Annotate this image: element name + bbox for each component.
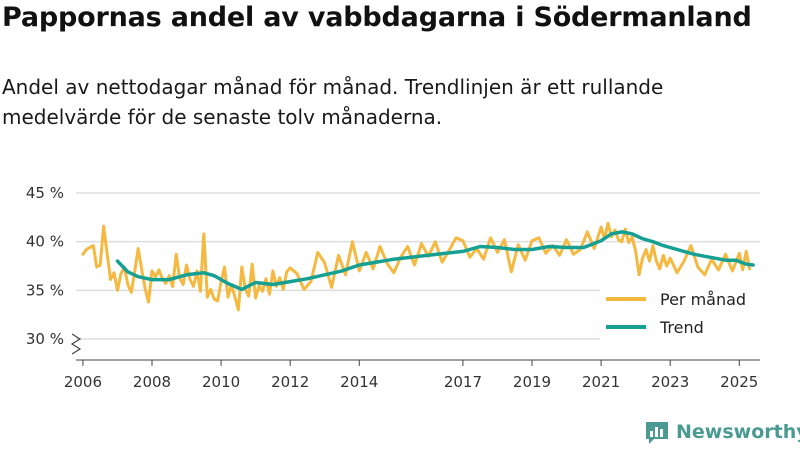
x-tick-label: 2025	[720, 373, 758, 391]
y-tick-label: 35 %	[26, 281, 64, 299]
x-tick-label: 2008	[133, 373, 171, 391]
legend: Per månad Trend	[600, 283, 766, 341]
x-tick-label: 2017	[444, 373, 482, 391]
x-tick-label: 2006	[64, 373, 102, 391]
x-tick-label: 2023	[651, 373, 689, 391]
x-tick-label: 2012	[271, 373, 309, 391]
x-tick-label: 2021	[582, 373, 620, 391]
newsworthy-logo: Newsworthy	[644, 419, 800, 445]
y-tick-label: 45 %	[26, 184, 64, 202]
newsworthy-logo-icon	[646, 422, 668, 444]
chart-subtitle: Andel av nettodagar månad för månad. Tre…	[2, 75, 664, 129]
x-axis: 2006 2008 2010 2012 2014 2017 2019 2021 2023 2025	[64, 359, 760, 391]
chart-title: Pappornas andel av vabbdagarna i Söderma…	[2, 2, 752, 33]
series-line-trend	[115, 230, 755, 292]
x-tick-label: 2014	[340, 373, 378, 391]
y-tick-label: 30 %	[26, 330, 64, 348]
x-tick-label: 2019	[513, 373, 551, 391]
legend-label-trend: Trend	[659, 318, 704, 337]
legend-label-per-manad: Per månad	[660, 290, 746, 309]
series-lines	[81, 221, 755, 312]
brand-name: Newsworthy	[676, 421, 800, 443]
legend-background	[600, 283, 766, 341]
axis-break-icon	[70, 333, 82, 355]
y-axis-ticks: 30 % 35 % 40 % 45 %	[26, 184, 64, 348]
y-tick-label: 40 %	[26, 233, 64, 251]
x-tick-label: 2010	[202, 373, 240, 391]
